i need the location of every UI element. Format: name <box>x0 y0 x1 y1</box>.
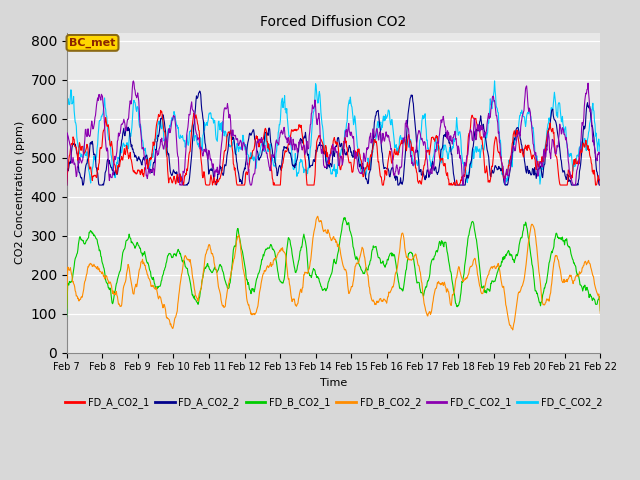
Title: Forced Diffusion CO2: Forced Diffusion CO2 <box>260 15 406 29</box>
X-axis label: Time: Time <box>320 378 347 388</box>
Y-axis label: CO2 Concentration (ppm): CO2 Concentration (ppm) <box>15 121 25 264</box>
Legend: FD_A_CO2_1, FD_A_CO2_2, FD_B_CO2_1, FD_B_CO2_2, FD_C_CO2_1, FD_C_CO2_2: FD_A_CO2_1, FD_A_CO2_2, FD_B_CO2_1, FD_B… <box>61 393 606 412</box>
Text: BC_met: BC_met <box>69 38 116 48</box>
